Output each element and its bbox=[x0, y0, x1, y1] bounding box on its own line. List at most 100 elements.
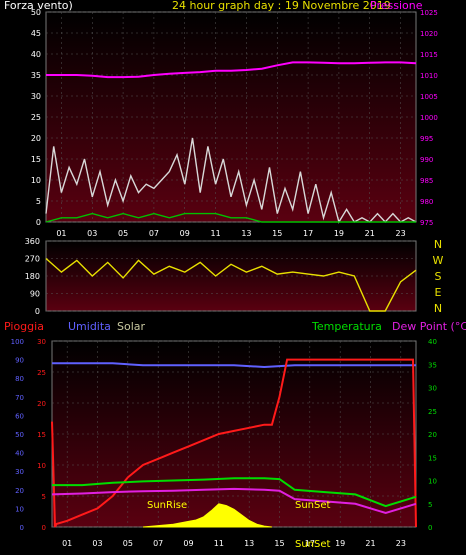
humidity-tick-label: 70 bbox=[15, 394, 24, 402]
humidity-tick-label: 10 bbox=[15, 505, 24, 513]
x-tick-label: 11 bbox=[210, 229, 220, 238]
dewpoint-line bbox=[51, 487, 417, 515]
pressure-tick-label: 980 bbox=[420, 198, 433, 206]
direction-axis: 0 90 180 270 360 bbox=[25, 237, 40, 316]
temperature-axis: 0 5 10 15 20 25 30 35 40 bbox=[428, 338, 437, 532]
x-tick-label: 19 bbox=[335, 539, 345, 548]
rain-tick-label: 20 bbox=[37, 400, 46, 408]
wind-tick-label: 35 bbox=[31, 71, 41, 80]
x-tick-label: 09 bbox=[180, 229, 190, 238]
pressure-tick-label: 1005 bbox=[420, 93, 438, 101]
rain-temp-series bbox=[51, 358, 417, 528]
x-tick-label: 15 bbox=[274, 539, 284, 548]
sunset-label: SunSet bbox=[295, 500, 331, 511]
x-tick-label: 01 bbox=[56, 229, 66, 238]
x-tick-label: 07 bbox=[153, 539, 163, 548]
wind-tick-label: 15 bbox=[31, 155, 41, 164]
temperature-tick-label: 10 bbox=[428, 478, 437, 486]
direction-line bbox=[45, 257, 417, 312]
temperature-tick-label: 35 bbox=[428, 361, 437, 369]
direction-tick-label: 0 bbox=[35, 307, 40, 316]
x-tick-label: 01 bbox=[62, 539, 72, 548]
wind-tick-label: 10 bbox=[31, 176, 41, 185]
legend-rain: Pioggia bbox=[4, 320, 44, 333]
humidity-tick-label: 100 bbox=[11, 338, 24, 346]
direction-tick-label: 90 bbox=[30, 290, 40, 299]
pressure-title: Pressione bbox=[370, 0, 423, 12]
pressure-line bbox=[46, 61, 417, 79]
x-tick-label: 13 bbox=[244, 539, 254, 548]
wind-tick-label: 30 bbox=[31, 92, 41, 101]
humidity-line bbox=[52, 362, 416, 369]
wind-tick-label: 45 bbox=[31, 29, 41, 38]
compass-label: S bbox=[435, 270, 442, 283]
compass-label: W bbox=[433, 254, 444, 267]
humidity-tick-label: 80 bbox=[15, 375, 24, 383]
direction-tick-label: 270 bbox=[25, 255, 40, 264]
sunset-axis-label: SunSet bbox=[295, 539, 331, 550]
x-tick-label: 13 bbox=[241, 229, 251, 238]
wind-x-axis: 01 03 05 07 09 11 13 15 17 19 21 23 bbox=[56, 229, 405, 238]
humidity-tick-label: 30 bbox=[15, 468, 24, 476]
rain-axis: 0 5 10 15 20 25 30 bbox=[37, 338, 46, 532]
temperature-tick-label: 20 bbox=[428, 431, 437, 439]
wind-tick-label: 25 bbox=[31, 113, 41, 122]
x-tick-label: 03 bbox=[87, 229, 97, 238]
wind-tick-label: 0 bbox=[36, 218, 41, 227]
temperature-tick-label: 0 bbox=[428, 524, 432, 532]
temperature-tick-label: 40 bbox=[428, 338, 437, 346]
legend-temperature: Temperatura bbox=[311, 320, 382, 333]
x-tick-label: 07 bbox=[149, 229, 159, 238]
legend-humidity: Umidita bbox=[68, 320, 111, 333]
compass-label: E bbox=[435, 286, 442, 299]
direction-series bbox=[45, 257, 417, 312]
x-tick-label: 05 bbox=[123, 539, 133, 548]
solar-area bbox=[142, 503, 272, 528]
x-tick-label: 21 bbox=[365, 229, 375, 238]
temperature-line bbox=[52, 477, 417, 508]
x-tick-label: 23 bbox=[396, 539, 406, 548]
wind-speed-axis: 0 5 10 15 20 25 30 35 40 45 50 bbox=[31, 8, 41, 227]
wind-tick-label: 50 bbox=[31, 8, 41, 17]
pressure-tick-label: 1000 bbox=[420, 114, 438, 122]
direction-grid bbox=[46, 240, 416, 312]
pressure-tick-label: 995 bbox=[420, 135, 433, 143]
x-tick-label: 15 bbox=[272, 229, 282, 238]
wind-pressure-grid bbox=[46, 11, 416, 223]
pressure-tick-label: 1015 bbox=[420, 51, 438, 59]
date-title: 24 hour graph day : 19 Novembre 2019 bbox=[172, 0, 391, 12]
wind-title: Forza vento) bbox=[4, 0, 73, 12]
sunrise-label: SunRise bbox=[147, 500, 187, 511]
humidity-tick-label: 60 bbox=[15, 412, 24, 420]
rain-tick-label: 10 bbox=[37, 462, 46, 470]
rain-tick-label: 5 bbox=[42, 493, 46, 501]
wind-tick-label: 5 bbox=[36, 197, 41, 206]
wind_avg-line bbox=[45, 212, 416, 223]
pressure-tick-label: 990 bbox=[420, 156, 433, 164]
wind-pressure-series bbox=[45, 61, 417, 224]
direction-tick-label: 180 bbox=[25, 272, 40, 281]
humidity-tick-label: 90 bbox=[15, 357, 24, 365]
rain-tick-label: 0 bbox=[42, 524, 46, 532]
legend-solar: Solar bbox=[117, 320, 146, 333]
temperature-tick-label: 30 bbox=[428, 385, 437, 393]
rain-line bbox=[51, 358, 417, 528]
temperature-tick-label: 15 bbox=[428, 454, 437, 462]
wind-tick-label: 40 bbox=[31, 50, 41, 59]
humidity-tick-label: 0 bbox=[20, 524, 24, 532]
pressure-tick-label: 985 bbox=[420, 177, 433, 185]
temperature-tick-label: 25 bbox=[428, 408, 437, 416]
x-tick-label: 11 bbox=[214, 539, 224, 548]
x-tick-label: 19 bbox=[334, 229, 344, 238]
x-tick-label: 09 bbox=[183, 539, 193, 548]
pressure-tick-label: 1025 bbox=[420, 9, 438, 17]
rain-tick-label: 25 bbox=[37, 369, 46, 377]
humidity-axis: 0 10 20 30 40 50 60 70 80 90 100 bbox=[11, 338, 24, 532]
wind-tick-label: 20 bbox=[31, 134, 41, 143]
humidity-tick-label: 50 bbox=[15, 431, 24, 439]
rain-temp-x-axis: 01 03 05 07 09 11 13 15 17 19 21 23 bbox=[62, 539, 406, 548]
x-tick-label: 23 bbox=[395, 229, 405, 238]
pressure-axis: 975 980 985 990 995 1000 1005 1010 1015 1020 1025 bbox=[420, 9, 438, 227]
